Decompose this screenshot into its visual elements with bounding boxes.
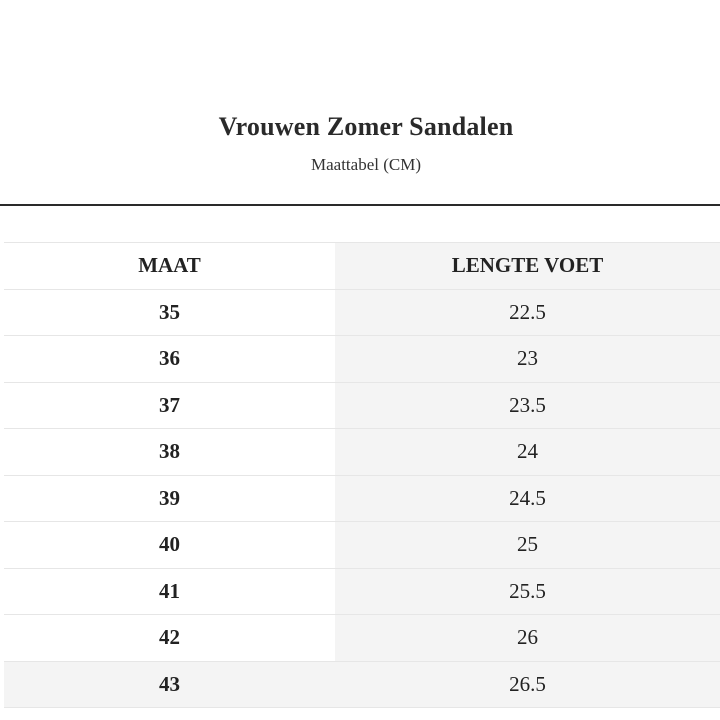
foot-length-cell: 25.5 [335,567,720,615]
table-row: 41 25.5 [4,567,720,615]
table-row: 36 23 [4,335,720,382]
size-cell: 36 [4,335,335,382]
size-cell: 43 [4,660,335,708]
table-row: 40 25 [4,521,720,568]
foot-length-cell: 26 [335,614,720,661]
table-header-row: MAAT LENGTE VOET [4,242,720,289]
size-cell: 39 [4,474,335,522]
column-header-lengte-voet: LENGTE VOET [335,242,720,289]
size-cell: 40 [4,521,335,568]
foot-length-cell: 24 [335,428,720,475]
table-row: 42 26 [4,614,720,661]
foot-length-cell: 26.5 [335,660,720,708]
table-row: 35 22.5 [4,288,720,336]
size-cell: 42 [4,614,335,661]
table-row: 38 24 [4,428,720,475]
size-table: MAAT LENGTE VOET 35 22.5 36 23 37 23.5 38 24 39 2… [4,242,720,708]
foot-length-cell: 25 [335,521,720,568]
size-cell: 41 [4,567,335,615]
table-row: 39 24.5 [4,474,720,522]
divider [0,204,720,206]
table-row: 43 26.5 [4,660,720,708]
size-cell: 37 [4,381,335,429]
table-row: 37 23.5 [4,381,720,429]
foot-length-cell: 23.5 [335,381,720,429]
foot-length-cell: 23 [335,335,720,382]
size-cell: 35 [4,288,335,336]
column-header-maat: MAAT [4,242,335,289]
size-cell: 38 [4,428,335,475]
foot-length-cell: 22.5 [335,288,720,336]
foot-length-cell: 24.5 [335,474,720,522]
page-title: Vrouwen Zomer Sandalen [218,112,514,141]
page-subtitle: Maattabel (CM) [311,155,421,174]
